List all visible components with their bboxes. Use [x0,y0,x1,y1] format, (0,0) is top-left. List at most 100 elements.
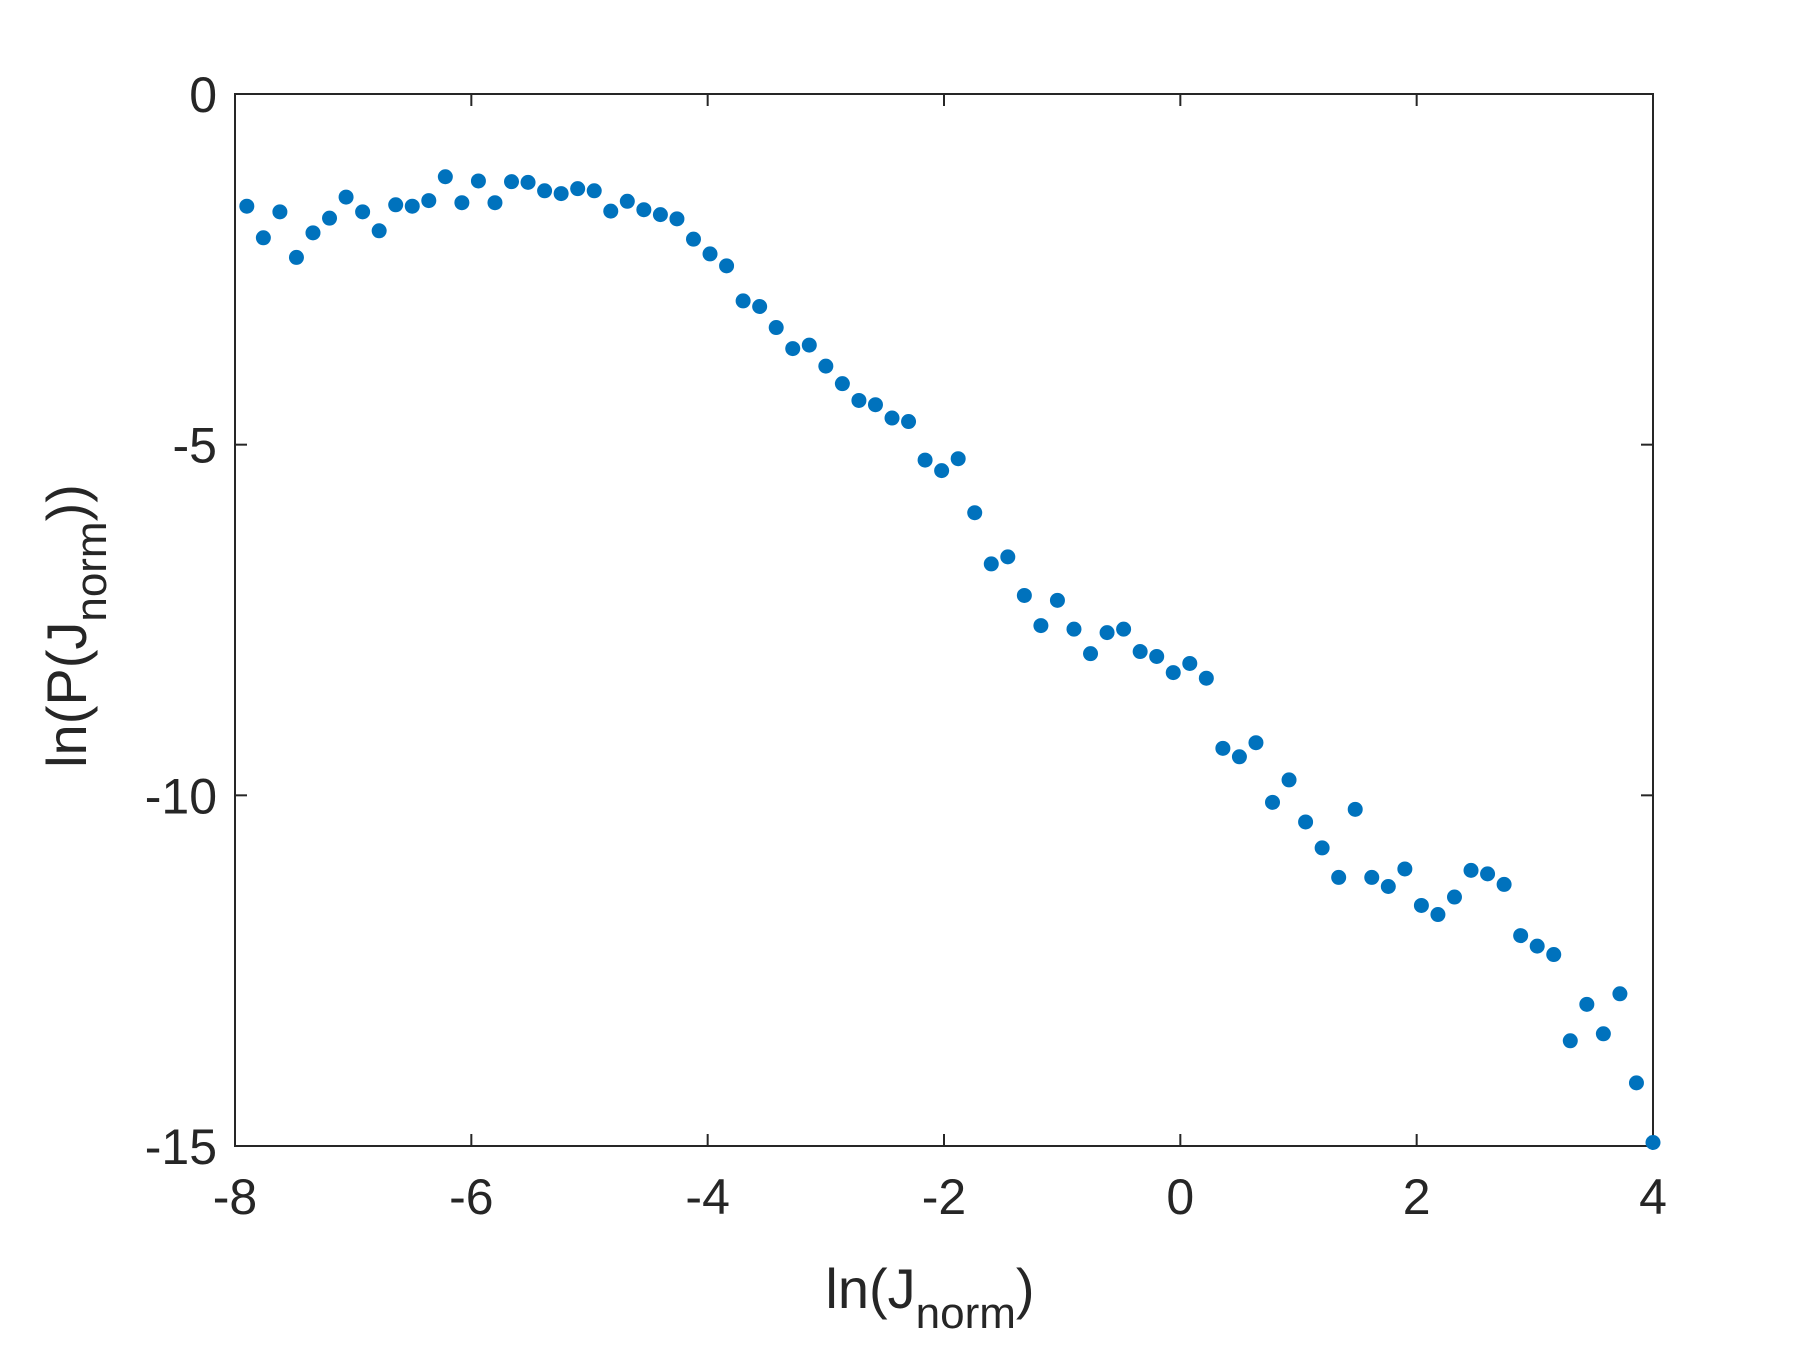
y-tick-label: -5 [173,418,217,474]
data-point [1000,549,1016,565]
data-point [1049,592,1065,608]
data-point [421,193,437,209]
x-axis-label-subscript: norm [916,1289,1016,1338]
y-tick-label: -15 [145,1119,217,1175]
data-point [917,452,933,468]
data-point [1430,907,1446,923]
data-point [586,183,602,199]
axes: -8 -6 -4 -2 0 2 4 0 -5 -10 -15 [145,67,1667,1225]
x-axis-label: ln(Jnorm) [825,1257,1034,1338]
data-point [1083,646,1099,662]
data-point [652,207,668,223]
data-point [1149,648,1165,664]
x-axis-label-suffix: ) [1016,1257,1035,1320]
data-point [355,204,371,220]
data-point [239,198,255,214]
data-points [239,169,1661,1150]
data-point [470,173,486,189]
y-axis-label-prefix: ln(P(J [35,622,98,768]
data-point [1612,986,1628,1002]
data-point [1033,618,1049,634]
data-point [1281,772,1297,788]
data-point [288,249,304,265]
x-tick-label: -2 [922,1169,966,1225]
data-point [834,376,850,392]
data-point [603,203,619,219]
y-axis-label-suffix: )) [35,484,98,521]
data-point [950,451,966,467]
data-point [685,231,701,247]
data-point [867,397,883,413]
data-point [1099,625,1115,641]
data-point [1265,794,1281,810]
data-point [371,223,387,239]
data-point [801,337,817,353]
data-point [305,225,321,241]
data-point [1463,862,1479,878]
data-point [967,505,983,521]
data-point [1132,644,1148,660]
data-point [1331,869,1347,885]
data-point [454,195,470,211]
data-point [437,169,453,185]
x-tick-label: -8 [213,1169,257,1225]
data-point [1595,1026,1611,1042]
x-tick-label: 4 [1639,1169,1667,1225]
data-point [520,174,536,190]
data-point [1248,735,1264,751]
x-tick-label: -6 [449,1169,493,1225]
data-point [487,195,503,211]
y-axis-label: ln(P(Jnorm)) [35,484,116,768]
data-point [1480,866,1496,882]
data-point [1645,1134,1661,1150]
x-axis-label-prefix: ln(J [825,1257,915,1320]
data-point [338,189,354,205]
data-point [1215,740,1231,756]
data-point [272,204,288,220]
data-point [1116,621,1132,637]
data-point [1529,938,1545,954]
y-tick-label: -10 [145,768,217,824]
data-point [1231,749,1247,765]
data-point [983,556,999,572]
data-point [570,181,586,197]
data-point [702,246,718,262]
data-point [404,198,420,214]
data-point [537,183,553,199]
data-point [1364,869,1380,885]
data-point [1347,801,1363,817]
data-point [1165,665,1181,681]
data-point [1016,587,1032,603]
data-point [1496,876,1512,892]
data-point [901,414,917,430]
y-axis-label-subscript: norm [67,521,116,621]
x-tick-label: -4 [685,1169,729,1225]
data-point [504,174,520,190]
data-point [1513,928,1529,944]
data-point [388,197,404,213]
data-point [1066,621,1082,637]
data-point [1413,897,1429,913]
x-tick-label: 2 [1403,1169,1431,1225]
data-point [934,463,950,479]
data-point [752,299,768,315]
data-point [619,193,635,209]
data-point [1380,879,1396,895]
data-point [1298,814,1314,830]
data-point [818,358,834,374]
data-point [1397,861,1413,877]
data-point [719,258,735,274]
data-point [851,392,867,408]
data-point [735,293,751,309]
data-point [884,410,900,426]
y-tick-label: 0 [189,67,217,123]
data-point [1198,670,1214,686]
data-point [322,210,338,226]
data-point [636,202,652,218]
data-point [1562,1033,1578,1049]
data-point [1579,996,1595,1012]
data-point [1314,840,1330,856]
data-point [1546,947,1562,963]
